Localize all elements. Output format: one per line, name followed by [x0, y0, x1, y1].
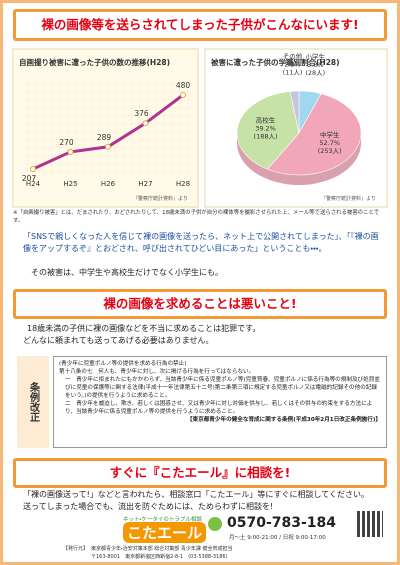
contact-hours: 月～土 9:00-21:00 / 日祝 9:00-17:00	[229, 535, 326, 541]
section-heading: 裸の画像を求めることは悪いこと!	[13, 289, 387, 319]
publisher-org: 東京都青少年・治安対策本部 総合対策部 青少年課 健全育成担当	[91, 546, 233, 552]
data-point	[67, 148, 74, 155]
section-text: 送ってしまった場合でも、流出を防ぐためには、ためらわずに相談を!	[23, 502, 274, 511]
data-point	[30, 166, 36, 172]
data-point	[142, 120, 149, 127]
chart-source: 『警察庁統計資料』より	[133, 195, 188, 202]
charts: 自画撮り被害に遭った子供の数の推移(H28) 『警察庁統計資料』より 被害に遭っ…	[12, 48, 388, 208]
section-heading: すぐに『こたエール』に相談を!	[13, 458, 387, 488]
value-label: 5.8%	[307, 61, 324, 69]
publisher-address: 〒163-8001 東京都新宿区西新宿2-8-1 (03-5388-3186)	[91, 554, 228, 560]
law-article: 第十八条の七 何人も、青少年に対し、次に掲げる行為を行ってはならない。	[59, 369, 255, 375]
contact-tagline: ネット・ケータイのトラブル相談	[123, 517, 202, 523]
contact-name: こたエール	[123, 522, 207, 543]
value-label: (188人)	[254, 133, 278, 141]
mascot-icon	[208, 517, 222, 531]
page-title: 裸の画像等を送らされてしまった子供がこんなにいます!	[13, 9, 387, 41]
data-point	[180, 92, 186, 98]
law-citation: 【東京都青少年の健全な育成に関する条例(平成30年2月1日改正条例施行)】	[186, 417, 381, 423]
intro-paragraph: 「SNSで親しくなった人を信じて裸の画像を送ったら、ネット上で公開されてしまった…	[23, 232, 379, 253]
chart-title: 自画撮り被害に遭った子供の数の推移(H28)	[19, 57, 170, 67]
slice-label: 中学生	[320, 130, 340, 139]
value-label: 52.7%	[319, 139, 340, 147]
x-tick-label: H26	[101, 180, 116, 188]
law-label: 条例改正	[17, 356, 49, 448]
section-text: 18歳未満の子供に裸の画像などを不当に求めることは犯罪です。	[27, 324, 261, 333]
intro-note: その被害は、中学生や高校生だけでなく小学生にも。	[31, 268, 223, 277]
value-label: (28人)	[305, 69, 325, 77]
value-label: 270	[59, 138, 74, 147]
pie-slice	[289, 90, 300, 134]
x-tick-label: H28	[176, 180, 190, 188]
value-label: 207	[22, 174, 37, 183]
data-point	[105, 143, 111, 150]
chart-source: 『警察庁統計資料』より	[321, 195, 376, 202]
law-item: 二 青少年を威迫し、欺き、若しくは困惑させ、又は青少年に対し対価を供与し、若しく…	[65, 401, 373, 415]
publisher-label: 【発行元】	[63, 546, 89, 552]
value-label: 289	[97, 133, 112, 142]
x-tick-label: H25	[63, 180, 77, 188]
footnote: ※「自画撮り被害」とは、だまされたり、おどされたりして、18歳未満の子供が自分の…	[13, 210, 380, 224]
law-caption: (青少年に児童ポルノ等の提供を求める行為の禁止)	[59, 361, 187, 367]
slice-label: 小学生	[306, 52, 326, 61]
contact-phone: 0570-783-184	[227, 515, 337, 531]
law-item: 一 青少年に拒まれたにもかかわらず、当該青少年に係る児童ポルノ等(児童買春、児童…	[65, 377, 380, 399]
x-tick-label: H24	[26, 180, 41, 188]
chart-title: 被害に遭った子供の学職別割合(H28)	[210, 57, 340, 67]
value-label: (11人)	[283, 68, 303, 76]
value-label: 376	[134, 109, 149, 118]
section-text: どんなに頼まれても送ってあげる必要はありません。	[23, 336, 214, 345]
slice-label: その他	[283, 51, 303, 60]
value-label: 2.3%	[284, 60, 301, 68]
x-tick-label: H27	[138, 180, 152, 188]
section-text: 「裸の画像送って!」などと言われたら、相談窓口「こたエール」等にすぐに相談してく…	[23, 490, 370, 499]
value-label: 39.2%	[255, 125, 276, 133]
pie-slice	[236, 91, 300, 170]
slice-label: 高校生	[256, 116, 276, 125]
law-box: (青少年に児童ポルノ等の提供を求める行為の禁止) 第十八条の七 何人も、青少年に…	[53, 356, 387, 448]
pie-slice	[266, 93, 362, 176]
value-label: (253人)	[318, 147, 342, 155]
value-label: 480	[176, 81, 191, 90]
qr-code	[357, 511, 383, 537]
